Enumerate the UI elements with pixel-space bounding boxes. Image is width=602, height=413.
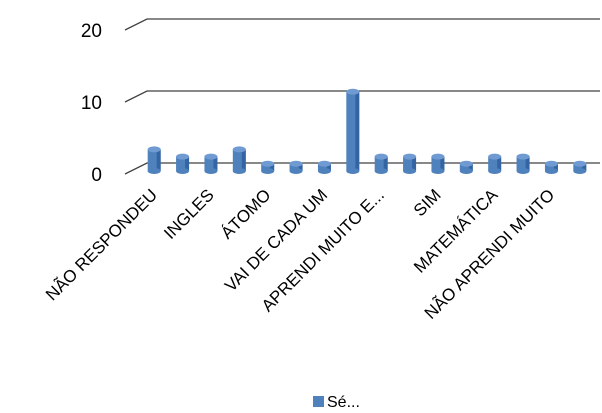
bar-shade	[326, 163, 331, 171]
x-tick-label: SIM	[410, 185, 445, 220]
bar-shade	[497, 156, 502, 171]
bar-base	[176, 168, 190, 174]
bar-top	[346, 88, 360, 95]
y-tick-label: 20	[81, 21, 102, 42]
bar	[317, 160, 331, 174]
bar-base	[374, 168, 388, 174]
gridline	[124, 162, 600, 175]
bar-base	[204, 168, 218, 174]
bar	[289, 160, 303, 174]
bar	[573, 160, 587, 174]
bars	[147, 88, 587, 174]
bar-base	[431, 168, 445, 174]
bar-shade	[156, 149, 161, 171]
bar-shade	[412, 156, 417, 171]
bar-base	[459, 168, 473, 174]
bar-top	[317, 160, 331, 167]
bar-body	[317, 163, 331, 171]
bar	[431, 153, 445, 174]
bar-shade	[440, 156, 445, 171]
bar-base	[516, 168, 530, 174]
bar-top	[573, 160, 587, 167]
bar-base	[261, 168, 275, 174]
bar-base	[232, 168, 246, 174]
bar-shade	[298, 163, 303, 171]
bar-shade	[241, 149, 246, 171]
bar-shade	[270, 163, 275, 171]
gridline	[124, 90, 600, 103]
bar-shade	[185, 156, 190, 171]
bar-shade	[553, 163, 558, 171]
y-tick-label: 0	[91, 165, 102, 186]
legend-swatch	[313, 396, 324, 407]
x-tick-label: VAI DE CADA UM	[221, 185, 331, 295]
y-tick-label: 10	[81, 93, 102, 114]
bar-top	[403, 153, 417, 160]
bar-body	[459, 163, 473, 171]
bar-top	[147, 146, 161, 153]
bar-base	[488, 168, 502, 174]
bar-top	[176, 153, 190, 160]
legend: Sé...	[313, 394, 360, 411]
bar-body	[544, 163, 558, 171]
bar-base	[289, 168, 303, 174]
bar-top	[459, 160, 473, 167]
gridline	[124, 18, 600, 31]
bar-shade	[582, 163, 587, 171]
bar-top	[374, 153, 388, 160]
bar	[516, 153, 530, 174]
bar	[346, 88, 360, 174]
bar	[204, 153, 218, 174]
legend-label: Sé...	[327, 394, 360, 411]
bar	[403, 153, 417, 174]
bar-top	[261, 160, 275, 167]
bar-base	[317, 168, 331, 174]
bar	[544, 160, 558, 174]
bar	[232, 146, 246, 174]
bar-shade	[355, 91, 360, 171]
bar-top	[544, 160, 558, 167]
bar-base	[346, 168, 360, 174]
bar-shade	[525, 156, 530, 171]
bar	[176, 153, 190, 174]
bar	[147, 146, 161, 174]
bar-body	[573, 163, 587, 171]
bar	[459, 160, 473, 174]
bar-shade	[383, 156, 388, 171]
x-tick-label: INGLES	[160, 185, 218, 243]
bar-base	[573, 168, 587, 174]
x-tick-label: ÁTOMO	[217, 185, 274, 242]
bar-top	[204, 153, 218, 160]
bar-shade	[213, 156, 218, 171]
bar	[374, 153, 388, 174]
grid-lines	[124, 18, 600, 175]
bar-top	[431, 153, 445, 160]
bar-base	[403, 168, 417, 174]
bar-body	[261, 163, 275, 171]
bar-top	[289, 160, 303, 167]
bar-top	[516, 153, 530, 160]
bar-top	[488, 153, 502, 160]
bar	[488, 153, 502, 174]
bar	[261, 160, 275, 174]
bar-shade	[468, 163, 473, 171]
bar-base	[147, 168, 161, 174]
bar-top	[232, 146, 246, 153]
y-axis-ticks: 0 10 20	[81, 21, 102, 186]
bar-base	[544, 168, 558, 174]
x-tick-label: NÃO RESPONDEU	[42, 185, 161, 304]
bar-body	[289, 163, 303, 171]
